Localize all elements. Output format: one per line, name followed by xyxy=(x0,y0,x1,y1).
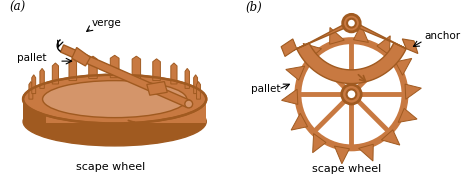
Polygon shape xyxy=(185,68,190,88)
Polygon shape xyxy=(335,146,349,164)
Ellipse shape xyxy=(23,97,206,146)
Circle shape xyxy=(346,89,356,99)
Polygon shape xyxy=(346,23,406,49)
Polygon shape xyxy=(61,45,190,108)
Text: pallet: pallet xyxy=(251,84,281,94)
Polygon shape xyxy=(402,39,418,53)
Text: (b): (b) xyxy=(245,1,262,14)
Polygon shape xyxy=(72,48,91,66)
Polygon shape xyxy=(329,28,344,44)
Polygon shape xyxy=(382,130,400,145)
Polygon shape xyxy=(405,84,421,99)
Text: scape wheel: scape wheel xyxy=(76,162,146,172)
Text: scape wheel: scape wheel xyxy=(312,164,381,174)
Polygon shape xyxy=(153,59,160,81)
Circle shape xyxy=(342,84,361,104)
Polygon shape xyxy=(286,66,305,80)
Circle shape xyxy=(347,19,356,28)
Polygon shape xyxy=(297,43,406,84)
Polygon shape xyxy=(194,75,198,94)
Polygon shape xyxy=(354,25,368,42)
Polygon shape xyxy=(197,82,201,99)
Polygon shape xyxy=(23,99,46,123)
Text: verge: verge xyxy=(91,18,121,28)
Polygon shape xyxy=(110,55,119,78)
Polygon shape xyxy=(303,43,321,59)
Polygon shape xyxy=(147,82,167,95)
Polygon shape xyxy=(40,68,44,88)
Circle shape xyxy=(185,100,192,108)
Polygon shape xyxy=(292,23,356,51)
Polygon shape xyxy=(89,56,97,78)
Polygon shape xyxy=(69,59,77,81)
Polygon shape xyxy=(281,39,297,57)
Ellipse shape xyxy=(23,75,206,123)
Circle shape xyxy=(343,14,360,32)
Polygon shape xyxy=(132,56,141,78)
Polygon shape xyxy=(313,134,326,153)
Polygon shape xyxy=(359,144,374,161)
Ellipse shape xyxy=(43,81,187,118)
Polygon shape xyxy=(395,58,412,75)
Polygon shape xyxy=(291,113,308,130)
Text: (a): (a) xyxy=(9,1,26,14)
Polygon shape xyxy=(23,99,206,123)
Text: anchor: anchor xyxy=(425,31,461,41)
Polygon shape xyxy=(52,63,58,84)
Text: pallet: pallet xyxy=(17,53,47,63)
Polygon shape xyxy=(398,108,417,122)
Polygon shape xyxy=(282,89,298,104)
Polygon shape xyxy=(29,82,33,99)
Polygon shape xyxy=(171,63,177,84)
Polygon shape xyxy=(377,36,390,55)
Polygon shape xyxy=(32,75,36,94)
